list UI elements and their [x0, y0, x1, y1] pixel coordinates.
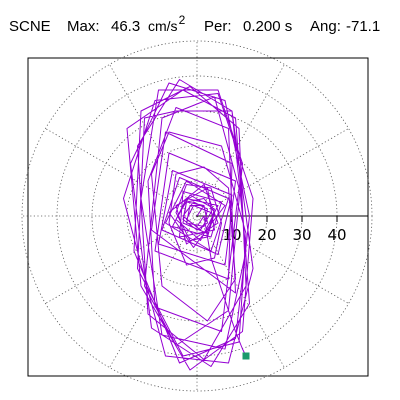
grid-spoke-7	[45, 215, 198, 304]
radial-tick-labels: 10 20 30 40	[222, 226, 346, 244]
max-label: Max:	[67, 18, 100, 35]
max-unit-text: cm/s	[148, 18, 178, 34]
grid-spoke-4	[109, 64, 198, 217]
station-code: SCNE	[9, 18, 51, 35]
grid-spoke-1	[196, 128, 349, 217]
radial-tick-20: 20	[257, 226, 276, 244]
grid-ring-5	[21, 40, 373, 392]
max-unit: cm/s2	[148, 13, 185, 34]
particle-motion-trace	[123, 79, 254, 371]
per-value: 0.200 s	[243, 18, 293, 35]
radial-tick-40: 40	[327, 226, 346, 244]
radial-tick-30: 30	[292, 226, 311, 244]
ang-label: Ang:	[310, 18, 341, 35]
per-label: Per:	[204, 18, 232, 35]
grid-spoke-5	[45, 128, 198, 217]
grid-spoke-8	[109, 215, 198, 368]
ang-value: -71.1	[346, 18, 381, 35]
plot-frame	[27, 57, 369, 377]
header-bar: SCNE Max: 46.3 cm/s2 Per: 0.200 s Ang: -…	[0, 0, 400, 48]
max-unit-exponent: 2	[178, 13, 186, 27]
max-value: 46.3	[111, 18, 141, 35]
grid-spoke-11	[196, 215, 349, 304]
trace-end-marker	[242, 352, 250, 360]
